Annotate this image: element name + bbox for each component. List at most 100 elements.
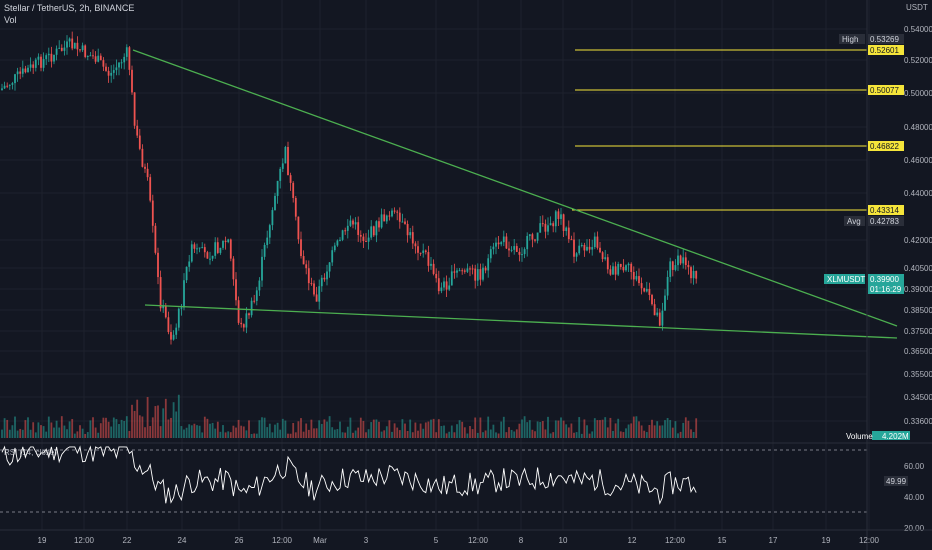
volume-bar	[125, 416, 128, 438]
rsi-pane: RSI (14, close) 60.00 40.00 20.00	[0, 445, 925, 533]
candle-body	[115, 67, 118, 71]
candle-body	[268, 225, 271, 238]
volume-bar	[159, 426, 162, 438]
volume-bar	[599, 420, 601, 438]
candle-body	[599, 247, 601, 253]
candle-body	[60, 47, 63, 51]
y-tick-label: 0.48000	[904, 123, 932, 132]
rsi-legend: RSI (14, close)	[4, 448, 57, 457]
candle-body	[513, 246, 516, 250]
candle-body	[1, 88, 3, 90]
symbol-title[interactable]: Stellar / TetherUS, 2h, BINANCE	[4, 3, 135, 13]
x-tick-label: 5	[434, 536, 439, 545]
volume-bar	[422, 428, 425, 438]
currency-label[interactable]: USDT	[906, 3, 928, 12]
volume-bar	[656, 421, 659, 438]
candle-body	[432, 263, 435, 274]
candle-body	[393, 210, 396, 212]
candle-body	[622, 266, 625, 271]
candle-body	[648, 288, 651, 295]
volume-legend[interactable]: Vol	[4, 15, 17, 25]
volume-bar	[526, 422, 529, 438]
candle-body	[203, 247, 206, 253]
volume-bar	[175, 411, 178, 438]
volume-bar	[107, 421, 110, 438]
candle-body	[297, 216, 300, 240]
volume-bar	[232, 425, 235, 438]
rsi-line	[1, 445, 697, 505]
candle-body	[450, 271, 453, 286]
volume-bar	[554, 420, 557, 438]
volume-bar	[76, 431, 79, 438]
candle-body	[50, 53, 53, 62]
y-tick-label: 0.33600	[904, 417, 932, 426]
candle-body	[375, 221, 378, 236]
candle-body	[73, 42, 76, 49]
candle-body	[97, 55, 100, 62]
volume-bar	[539, 421, 542, 438]
volume-bar	[24, 420, 27, 438]
candle-body	[323, 277, 326, 280]
volume-bar	[417, 430, 419, 438]
candle-body	[245, 313, 248, 328]
volume-bar	[596, 420, 599, 438]
volume-bar	[666, 418, 669, 438]
candle-body	[661, 310, 664, 326]
candle-body	[401, 221, 404, 223]
volume-bar	[653, 425, 656, 438]
candle-body	[42, 59, 45, 68]
volume-bar	[271, 432, 274, 438]
y-tick-label: 0.46000	[904, 156, 932, 165]
candle-body	[627, 263, 630, 266]
volume-bar	[471, 429, 474, 438]
candle-body	[515, 246, 518, 252]
volume-bar	[193, 423, 196, 438]
candle-body	[16, 71, 19, 75]
volume-bar	[115, 419, 118, 438]
candle-body	[276, 180, 279, 196]
candle-body	[8, 84, 11, 86]
x-tick-label: 15	[718, 536, 727, 545]
candle-body	[541, 223, 544, 225]
volume-bar	[560, 417, 562, 438]
volume-bar	[541, 421, 544, 438]
volume-bar	[453, 432, 456, 438]
candle-body	[484, 267, 487, 271]
rsi-tick-label: 60.00	[904, 462, 925, 471]
candle-body	[151, 200, 154, 226]
candle-body	[32, 64, 35, 68]
volume-bar	[648, 425, 651, 438]
candle-body	[502, 236, 505, 243]
volume-bar	[58, 427, 61, 438]
candle-body	[141, 148, 144, 167]
price-tag-label: Avg	[847, 217, 861, 226]
volume-bar	[658, 425, 661, 438]
volume-bar	[133, 410, 136, 438]
volume-bar	[463, 427, 466, 438]
volume-bar	[45, 431, 48, 438]
volume-bar	[484, 430, 487, 438]
candle-body	[406, 223, 409, 236]
candle-body	[255, 290, 258, 301]
candle-body	[162, 305, 165, 309]
candle-body	[201, 247, 204, 249]
candle-body	[604, 257, 607, 260]
candle-body	[471, 268, 474, 270]
volume-bar	[323, 419, 326, 438]
volume-bar	[341, 432, 344, 438]
volume-bar	[521, 419, 523, 438]
candle-body	[315, 294, 318, 302]
price-tag-box	[868, 274, 904, 284]
volume-bar	[445, 433, 448, 438]
candle-body	[378, 221, 380, 228]
volume-bar	[435, 432, 438, 438]
wedge-trendlines	[132, 49, 898, 339]
candle-body	[193, 244, 196, 249]
candle-body	[443, 281, 445, 288]
volume-bar	[336, 429, 339, 438]
volume-bar	[424, 422, 427, 438]
candle-body	[422, 250, 425, 254]
volume-bar	[617, 418, 620, 438]
candle-body	[261, 256, 263, 281]
